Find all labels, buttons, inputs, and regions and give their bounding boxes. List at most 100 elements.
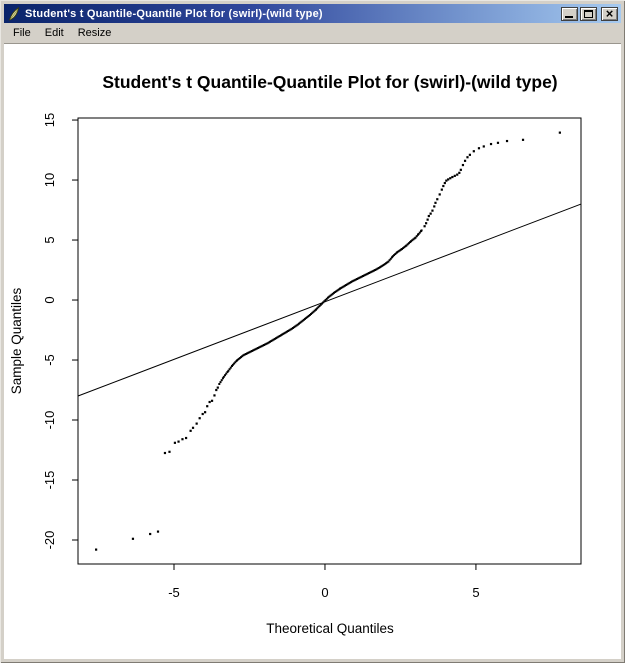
menu-edit[interactable]: Edit <box>44 27 64 39</box>
data-point <box>229 366 232 369</box>
data-point <box>370 270 373 273</box>
data-point <box>305 316 308 319</box>
data-point <box>318 305 321 308</box>
data-point <box>320 302 323 305</box>
data-point <box>233 362 236 365</box>
data-point <box>411 239 414 242</box>
data-point <box>300 320 303 323</box>
data-point <box>339 287 342 290</box>
data-point <box>466 156 469 159</box>
data-point <box>331 292 334 295</box>
minimize-icon <box>565 15 573 18</box>
data-point <box>131 537 135 540</box>
data-point <box>246 352 249 355</box>
data-point <box>244 353 247 356</box>
data-point <box>191 426 195 429</box>
data-point <box>198 417 201 420</box>
data-point <box>283 332 286 335</box>
data-point <box>335 290 338 293</box>
data-point <box>215 388 218 392</box>
y-tick-label: 5 <box>42 236 57 243</box>
data-point <box>390 256 393 259</box>
data-point <box>253 348 256 351</box>
data-point <box>168 450 171 453</box>
data-point <box>243 353 246 356</box>
plot-layer: -5 0 5 15 10 5 0 -5 -10 -15 -20 <box>42 113 582 600</box>
data-point <box>349 281 352 284</box>
data-point <box>375 268 378 271</box>
data-point <box>386 261 389 264</box>
data-point <box>288 329 291 332</box>
minimize-button[interactable] <box>561 6 578 21</box>
data-point <box>163 451 167 455</box>
data-point <box>482 145 485 148</box>
data-point <box>447 178 450 181</box>
data-point <box>391 255 394 258</box>
menu-file[interactable]: File <box>13 27 31 39</box>
data-point <box>276 336 279 339</box>
data-point <box>347 282 350 285</box>
title-bar[interactable]: Student's t Quantile-Quantile Plot for (… <box>4 4 621 23</box>
data-point <box>468 153 471 156</box>
data-point <box>302 318 305 321</box>
maximize-button[interactable] <box>580 6 597 21</box>
y-axis-label: Sample Quantiles <box>9 287 24 394</box>
x-tick-label: -5 <box>168 585 180 600</box>
data-point <box>237 358 240 361</box>
data-point <box>364 273 367 276</box>
data-point <box>310 312 313 315</box>
y-tick-label: -15 <box>42 471 57 490</box>
data-point <box>383 263 386 266</box>
data-point <box>208 400 211 404</box>
data-point <box>384 262 387 265</box>
y-tick-label: -10 <box>42 411 57 430</box>
data-point <box>363 274 366 277</box>
data-point <box>436 198 439 201</box>
data-point <box>521 138 525 141</box>
data-point <box>230 365 233 368</box>
plot-title: Student's t Quantile-Quantile Plot for (… <box>102 72 557 92</box>
data-point <box>221 377 224 380</box>
data-point <box>427 214 430 218</box>
data-point <box>366 272 369 275</box>
data-point <box>204 411 207 414</box>
data-point <box>242 354 245 357</box>
data-point <box>299 321 302 324</box>
data-point <box>378 266 381 269</box>
data-point <box>426 218 429 221</box>
data-point <box>394 252 397 255</box>
data-point <box>377 266 380 269</box>
data-point <box>264 343 267 346</box>
data-point <box>301 319 304 322</box>
data-point <box>453 174 456 177</box>
data-point <box>333 291 336 294</box>
data-point <box>414 236 417 239</box>
data-point <box>477 147 481 150</box>
close-button[interactable]: × <box>601 6 618 21</box>
data-point <box>220 379 223 382</box>
data-point <box>313 309 316 312</box>
menu-resize[interactable]: Resize <box>77 27 112 39</box>
data-point <box>449 177 452 180</box>
data-point <box>177 440 180 443</box>
data-point <box>231 363 234 366</box>
data-point <box>355 278 358 281</box>
data-point <box>282 332 285 335</box>
data-point <box>362 275 365 278</box>
data-point <box>284 331 287 334</box>
data-point <box>357 277 360 280</box>
data-point <box>213 394 216 397</box>
data-point <box>407 242 410 245</box>
data-point <box>425 222 428 225</box>
data-point <box>434 201 437 204</box>
plot-canvas: Student's t Quantile-Quantile Plot for (… <box>4 43 621 659</box>
data-point <box>400 248 403 251</box>
data-point <box>342 285 345 288</box>
data-point <box>225 372 228 375</box>
data-point <box>319 303 322 306</box>
data-point <box>256 347 259 350</box>
window-controls: × <box>561 6 618 21</box>
data-point <box>312 310 315 313</box>
data-point <box>275 337 278 340</box>
data-point <box>252 349 255 352</box>
